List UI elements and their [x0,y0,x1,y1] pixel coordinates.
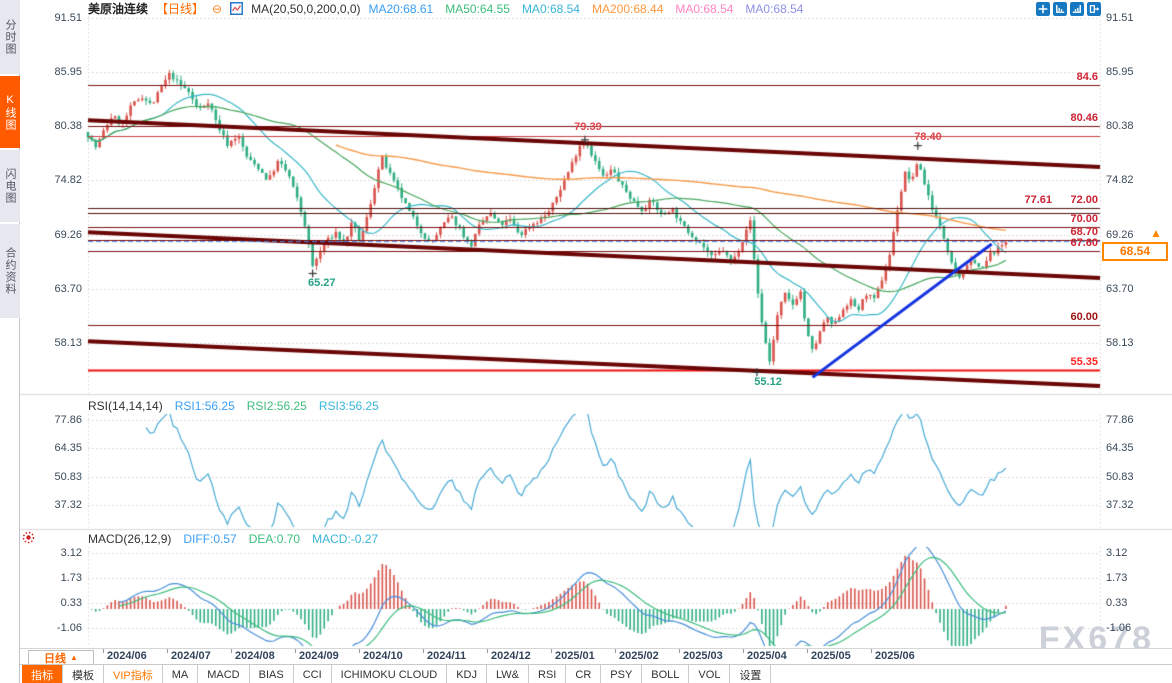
time-axis-tick [295,649,296,653]
indicator-tab[interactable]: BOLL [642,665,690,683]
time-axis-date: 2024/10 [363,650,403,662]
time-axis-tick [423,649,424,653]
time-axis-date: 2025/02 [619,650,659,662]
time-axis-tick [551,649,552,653]
time-axis-tick [487,649,488,653]
indicator-title: MACD(26,12,9) [88,532,172,546]
symbol-title: 美原油连续 [88,2,149,16]
time-axis-tick [871,649,872,653]
ma-value: MA50:64.55 [445,1,510,16]
period-selector[interactable]: 日线 ▲ [28,650,94,665]
time-axis-tick [231,649,232,653]
pan-icon[interactable] [1036,2,1050,21]
time-axis-tick [615,649,616,653]
ma-settings-label: MA(20,50,0,200,0,0) [251,1,361,16]
chart-canvas[interactable] [20,0,1172,648]
time-axis-tick [679,649,680,653]
sidebar-item-4[interactable]: 合约资料 [0,224,20,318]
ma-value: MA0:68.54 [745,1,804,16]
indicator-tab-bar: 指标 模板 VIP指标 MA MACD BIAS CCI ICHIMOKU CLOUD KDJ L… [20,664,1172,683]
sidebar-item-1[interactable]: 分时图 [0,0,20,74]
chart-type-icon[interactable] [230,2,244,15]
period-tag: 【日线】 [156,2,205,16]
chart-area: FX678 美原油连续 【日线】 ⊖ MA(20,50,0,200,0,0) M… [20,0,1172,683]
sidebar-item-2[interactable]: K线图 [0,76,20,148]
indicator-tab[interactable]: CCI [294,665,332,683]
period-selector-label: 日线 [44,652,67,665]
indicator-tab[interactable]: KDJ [447,665,487,683]
indicator-value: DEA:0.70 [248,532,301,546]
time-axis-date: 2025/03 [683,650,723,662]
chevron-up-icon: ▲ [70,653,78,662]
ma-value: MA0:68.54 [675,1,734,16]
macd-settings-icon[interactable] [22,531,35,549]
time-axis-date: 2024/08 [235,650,275,662]
time-axis-date: 2024/12 [491,650,531,662]
indicator-tab[interactable]: CR [566,665,602,683]
ma-value: MA200:68.44 [591,1,664,16]
ma-value: MA20:68.61 [368,1,434,16]
indicator-tab[interactable]: LW& [487,665,530,683]
axis-right-icon[interactable] [1070,2,1084,21]
time-axis-row: 日线 ▲ 2024/06 2024/07 2024/08 2024/09 2024/10… [20,648,1172,665]
exit-icon[interactable] [1087,2,1101,21]
time-axis-tick [167,649,168,653]
time-axis-date: 2025/05 [811,650,851,662]
time-axis-tick [359,649,360,653]
indicator-tab[interactable]: 指标 [22,665,63,683]
time-axis-date: 2024/06 [107,650,147,662]
time-axis-date: 2025/04 [747,650,787,662]
sidebar-item-3[interactable]: 闪电图 [0,150,20,222]
left-sidebar: 分时图 K线图 闪电图 合约资料 [0,0,20,683]
rsi-header: RSI(14,14,14) RSI1:56.25 RSI2:56.25 RSI3:56… [88,399,379,413]
indicator-value: DIFF:0.57 [183,532,237,546]
time-axis-date: 2025/01 [555,650,595,662]
indicator-value: RSI3:56.25 [318,399,379,413]
indicator-tab[interactable]: PSY [601,665,643,683]
indicator-tab[interactable]: RSI [529,665,567,683]
time-axis-date: 2024/07 [171,650,211,662]
indicator-tab[interactable]: 设置 [730,665,772,683]
indicator-value: RSI2:56.25 [246,399,307,413]
indicator-value: RSI1:56.25 [174,399,235,413]
ma-values: MA20:68.61 MA50:64.55 MA0:68.54 MA200:68.44… [369,2,804,16]
indicator-tab[interactable]: VOL [689,665,731,683]
indicator-tab[interactable]: VIP指标 [104,665,163,683]
time-axis-date: 2024/09 [299,650,339,662]
collapse-icon[interactable]: ⊖ [212,1,223,16]
indicator-tab[interactable]: MACD [198,665,250,683]
chart-toolbar [1036,2,1101,21]
chart-header: 美原油连续 【日线】 ⊖ MA(20,50,0,200,0,0) MA20:68… [88,1,804,17]
indicator-title: RSI(14,14,14) [88,399,163,413]
time-axis-date: 2024/11 [427,650,467,662]
ma-value: MA0:68.54 [521,1,580,16]
time-axis-tick [807,649,808,653]
indicator-value: MACD:-0.27 [312,532,379,546]
indicator-tab[interactable]: 模板 [63,665,104,683]
indicator-tab[interactable]: MA [163,665,199,683]
indicator-tab[interactable]: ICHIMOKU CLOUD [332,665,448,683]
time-axis-tick [103,649,104,653]
axis-left-icon[interactable] [1053,2,1067,21]
indicator-tab[interactable]: BIAS [250,665,294,683]
time-axis-tick [743,649,744,653]
macd-header: MACD(26,12,9) DIFF:0.57 DEA:0.70 MACD:-0.27 [88,532,378,546]
time-axis-date: 2025/06 [875,650,915,662]
